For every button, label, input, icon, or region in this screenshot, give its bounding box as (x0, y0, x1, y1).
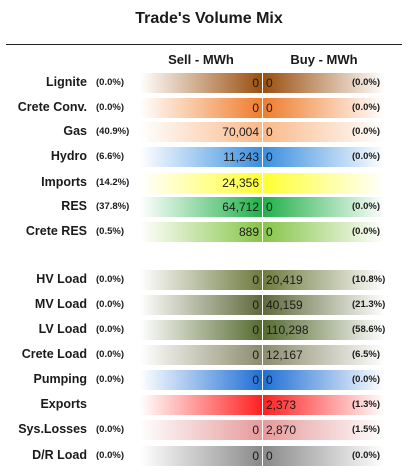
buy-value-cell: 110,298 (263, 320, 385, 340)
row-label: RES (61, 199, 87, 213)
sell-percent: (14.2%) (96, 177, 130, 188)
sell-value-cell: 889 (140, 222, 262, 242)
sell-value-cell: 0 (140, 420, 262, 440)
buy-percent: (0.0%) (352, 102, 380, 113)
row-label: LV Load (38, 322, 87, 336)
sell-percent: (6.6%) (96, 151, 124, 162)
sell-percent: (0.0%) (96, 450, 124, 461)
buy-percent: (6.5%) (352, 349, 380, 360)
table-row: Pumping (0.0%) 0 0 (0.0%) (0, 370, 418, 390)
table-row: D/R Load (0.0%) 0 0 (0.0%) (0, 446, 418, 466)
buy-value-cell: 0 (263, 446, 385, 466)
table-row: Imports (14.2%) 24,356 (0, 173, 418, 193)
row-label: Crete Conv. (17, 100, 87, 114)
buy-percent: (0.0%) (352, 77, 380, 88)
table-row: LV Load (0.0%) 0 110,298 (58.6%) (0, 320, 418, 340)
buy-percent: (0.0%) (352, 450, 380, 461)
row-label: HV Load (36, 272, 87, 286)
buy-percent: (0.0%) (352, 201, 380, 212)
table-row: MV Load (0.0%) 0 40,159 (21.3%) (0, 295, 418, 315)
sell-percent: (0.0%) (96, 424, 124, 435)
row-label: Pumping (33, 372, 87, 386)
buy-value-cell: 2,373 (263, 395, 385, 415)
table-row: Gas (40.9%) 70,004 0 (0.0%) (0, 122, 418, 142)
buy-value-cell: 12,167 (263, 345, 385, 365)
sell-value-cell: 0 (140, 370, 262, 390)
row-label: Sys.Losses (18, 422, 87, 436)
buy-percent: (0.0%) (352, 226, 380, 237)
row-label: Gas (63, 124, 87, 138)
table-row: Exports 2,373 (1.3%) (0, 395, 418, 415)
row-label: Crete Load (21, 347, 87, 361)
sell-value-cell: 11,243 (140, 147, 262, 167)
buy-percent: (58.6%) (352, 324, 386, 335)
buy-percent: (0.0%) (352, 374, 380, 385)
title-rule (6, 44, 402, 45)
sell-percent: (0.0%) (96, 299, 124, 310)
sell-percent: (0.0%) (96, 324, 124, 335)
sell-percent: (37.8%) (96, 201, 130, 212)
table-row: Hydro (6.6%) 11,243 0 (0.0%) (0, 147, 418, 167)
row-label: Hydro (50, 149, 87, 163)
sell-value-cell: 0 (140, 446, 262, 466)
sell-percent: (0.5%) (96, 226, 124, 237)
sell-percent: (0.0%) (96, 77, 124, 88)
buy-percent: (1.5%) (352, 424, 380, 435)
sell-value-cell: 24,356 (140, 173, 262, 193)
sell-percent: (0.0%) (96, 102, 124, 113)
sell-percent: (40.9%) (96, 126, 130, 137)
center-divider (262, 72, 263, 468)
row-label: D/R Load (32, 448, 87, 462)
buy-value-cell: 2,870 (263, 420, 385, 440)
row-label: Imports (41, 175, 87, 189)
table-row: RES (37.8%) 64,712 0 (0.0%) (0, 197, 418, 217)
buy-percent: (0.0%) (352, 126, 380, 137)
buy-value-cell: 20,419 (263, 270, 385, 290)
sell-column-header: Sell - MWh (168, 52, 234, 67)
row-label: MV Load (34, 297, 87, 311)
table-row: HV Load (0.0%) 0 20,419 (10.8%) (0, 270, 418, 290)
buy-value-cell (263, 173, 385, 193)
table-row: Crete Load (0.0%) 0 12,167 (6.5%) (0, 345, 418, 365)
buy-column-header: Buy - MWh (290, 52, 358, 67)
sell-value-cell: 0 (140, 320, 262, 340)
sell-value-cell: 70,004 (140, 122, 262, 142)
row-label: Exports (40, 397, 87, 411)
buy-percent: (21.3%) (352, 299, 386, 310)
sell-value-cell: 64,712 (140, 197, 262, 217)
buy-percent: (0.0%) (352, 151, 380, 162)
buy-value-cell: 0 (263, 122, 385, 142)
sell-percent: (0.0%) (96, 274, 124, 285)
sell-value-cell: 0 (140, 73, 262, 93)
buy-value-cell: 0 (263, 73, 385, 93)
buy-value-cell: 0 (263, 222, 385, 242)
sell-value-cell (140, 395, 262, 415)
page-title: Trade's Volume Mix (135, 10, 283, 27)
sell-value-cell: 0 (140, 295, 262, 315)
buy-value-cell: 0 (263, 98, 385, 118)
buy-percent: (10.8%) (352, 274, 386, 285)
table-row: Crete RES (0.5%) 889 0 (0.0%) (0, 222, 418, 242)
table-row: Lignite (0.0%) 0 0 (0.0%) (0, 73, 418, 93)
sell-percent: (0.0%) (96, 374, 124, 385)
sell-value-cell: 0 (140, 270, 262, 290)
buy-value-cell: 40,159 (263, 295, 385, 315)
row-label: Lignite (46, 75, 87, 89)
buy-value-cell: 0 (263, 197, 385, 217)
buy-value-cell: 0 (263, 147, 385, 167)
sell-value-cell: 0 (140, 345, 262, 365)
buy-value-cell: 0 (263, 370, 385, 390)
table-row: Sys.Losses (0.0%) 0 2,870 (1.5%) (0, 420, 418, 440)
sell-value-cell: 0 (140, 98, 262, 118)
sell-percent: (0.0%) (96, 349, 124, 360)
table-row: Crete Conv. (0.0%) 0 0 (0.0%) (0, 98, 418, 118)
row-label: Crete RES (25, 224, 87, 238)
buy-percent: (1.3%) (352, 399, 380, 410)
